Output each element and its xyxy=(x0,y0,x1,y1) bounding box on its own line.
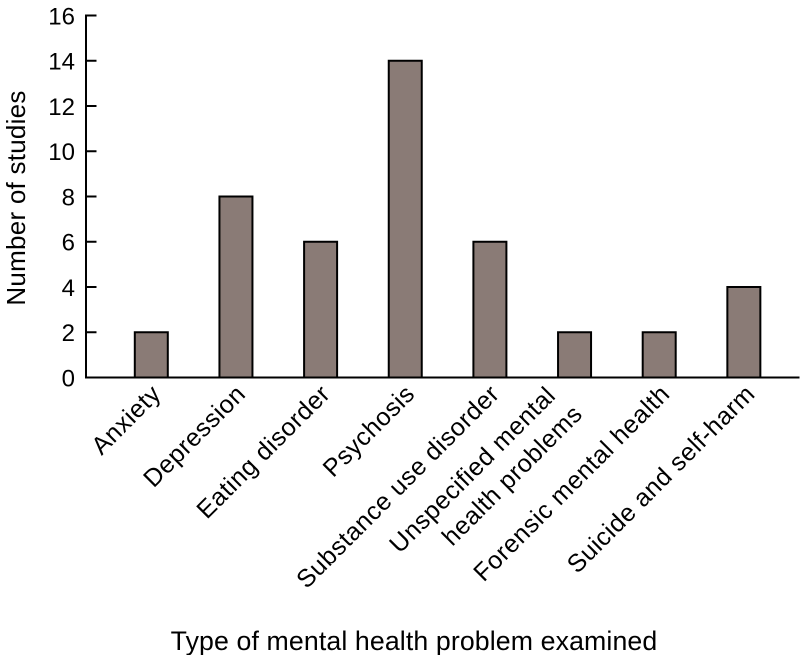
svg-text:0: 0 xyxy=(62,365,75,392)
svg-text:Number of studies: Number of studies xyxy=(1,90,31,305)
svg-text:8: 8 xyxy=(62,184,75,211)
svg-text:10: 10 xyxy=(48,139,75,166)
svg-text:Type of mental health problem: Type of mental health problem examined xyxy=(171,626,658,655)
svg-text:16: 16 xyxy=(48,3,75,30)
svg-text:14: 14 xyxy=(48,49,75,76)
svg-text:6: 6 xyxy=(62,230,75,257)
svg-text:2: 2 xyxy=(62,320,75,347)
svg-text:4: 4 xyxy=(62,275,75,302)
svg-text:12: 12 xyxy=(48,94,75,121)
